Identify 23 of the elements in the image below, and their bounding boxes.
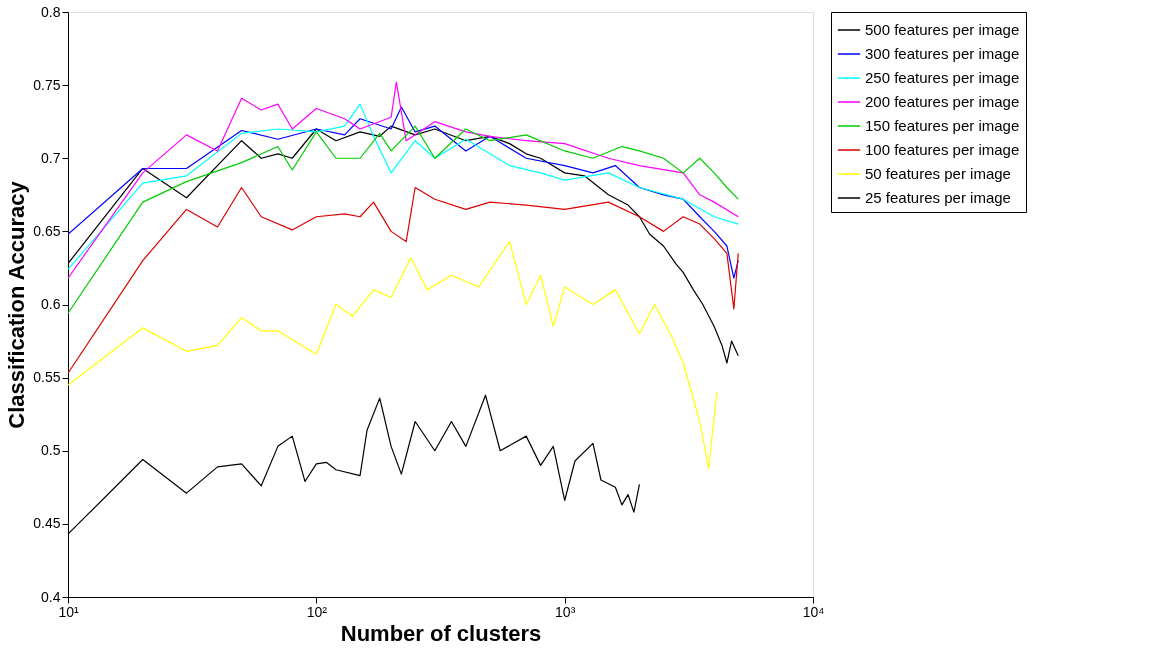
y-tick-label: 0.45 <box>33 515 61 532</box>
x-tick-label: 10⁴ <box>802 603 825 620</box>
legend-label: 200 features per image <box>865 93 1020 110</box>
x-tick-label: 10¹ <box>58 603 79 620</box>
y-tick-label: 0.75 <box>33 76 61 93</box>
y-tick-label: 0.7 <box>41 149 61 166</box>
x-tick-label: 10² <box>306 603 328 620</box>
legend-label: 50 features per image <box>865 165 1011 182</box>
y-tick-label: 0.65 <box>33 222 61 239</box>
legend-label: 250 features per image <box>865 69 1020 86</box>
x-tick-label: 10³ <box>555 603 576 620</box>
y-tick-label: 0.8 <box>41 3 61 20</box>
y-tick-label: 0.6 <box>41 296 61 312</box>
legend-label: 100 features per image <box>865 141 1020 158</box>
y-tick-label: 0.4 <box>41 588 61 605</box>
legend-label: 300 features per image <box>865 45 1020 62</box>
legend-label: 25 features per image <box>865 189 1011 206</box>
y-tick-label: 0.55 <box>33 369 61 386</box>
legend-label: 150 features per image <box>865 117 1020 134</box>
x-axis-title: Number of clusters <box>340 620 542 646</box>
y-axis-title: Classification Accuracy <box>4 180 30 429</box>
legend-label: 500 features per image <box>865 21 1020 38</box>
y-tick-label: 0.5 <box>41 442 61 459</box>
